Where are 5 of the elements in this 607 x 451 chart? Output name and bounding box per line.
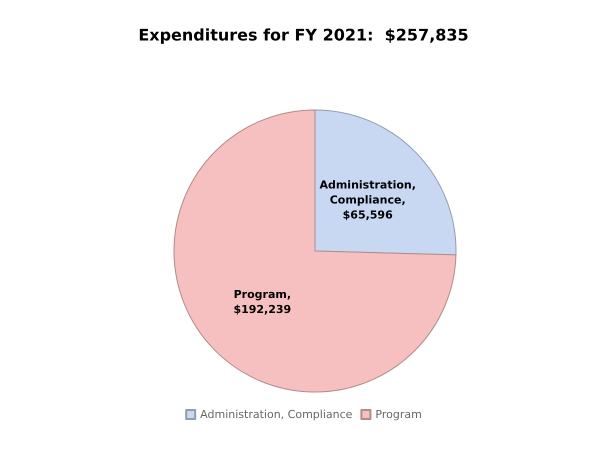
legend-label: Administration, Compliance [200, 408, 353, 421]
legend-label: Program [375, 408, 422, 421]
data-label: Administration, Compliance, $65,596 [319, 178, 416, 222]
data-label: Program, $192,239 [233, 288, 292, 316]
chart-title: Expenditures for FY 2021: $257,835 [138, 26, 469, 44]
